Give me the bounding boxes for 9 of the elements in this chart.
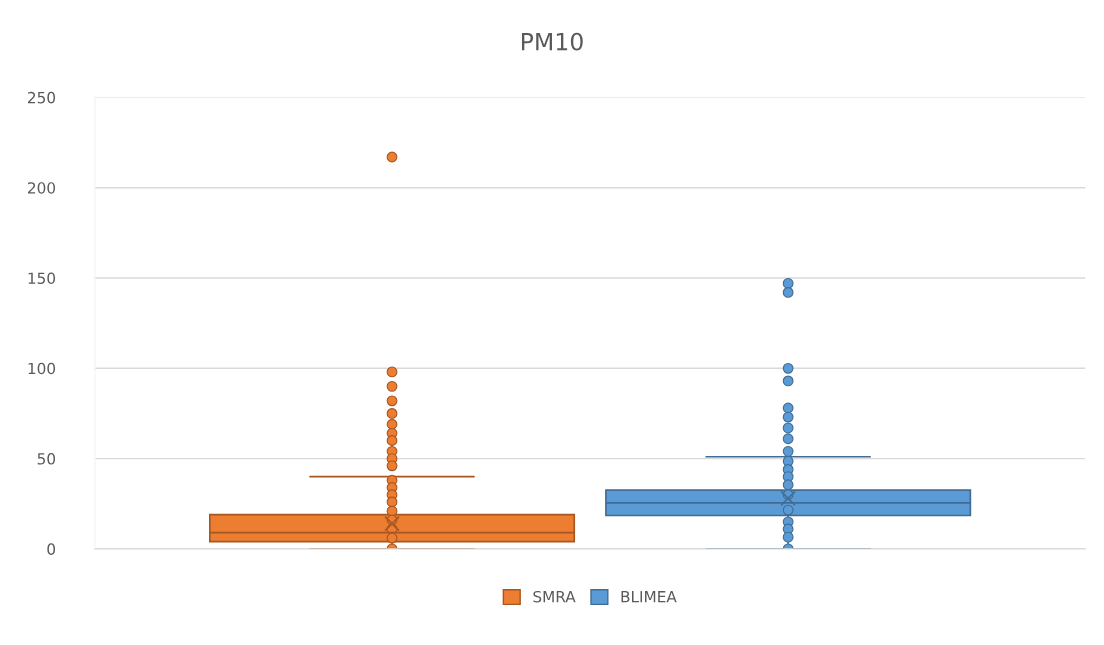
y-tick-label: 250 xyxy=(28,91,56,104)
chart-title: PM10 xyxy=(521,32,583,51)
legend-label: SMRA xyxy=(533,590,576,603)
y-tick-label: 200 xyxy=(28,182,56,194)
y-tick-label: 0 xyxy=(47,543,56,555)
y-tick-label: 150 xyxy=(28,272,56,285)
y-tick-label: 50 xyxy=(37,453,56,465)
legend-label: BLIMEA xyxy=(621,591,677,603)
y-tick-label: 100 xyxy=(28,362,56,375)
